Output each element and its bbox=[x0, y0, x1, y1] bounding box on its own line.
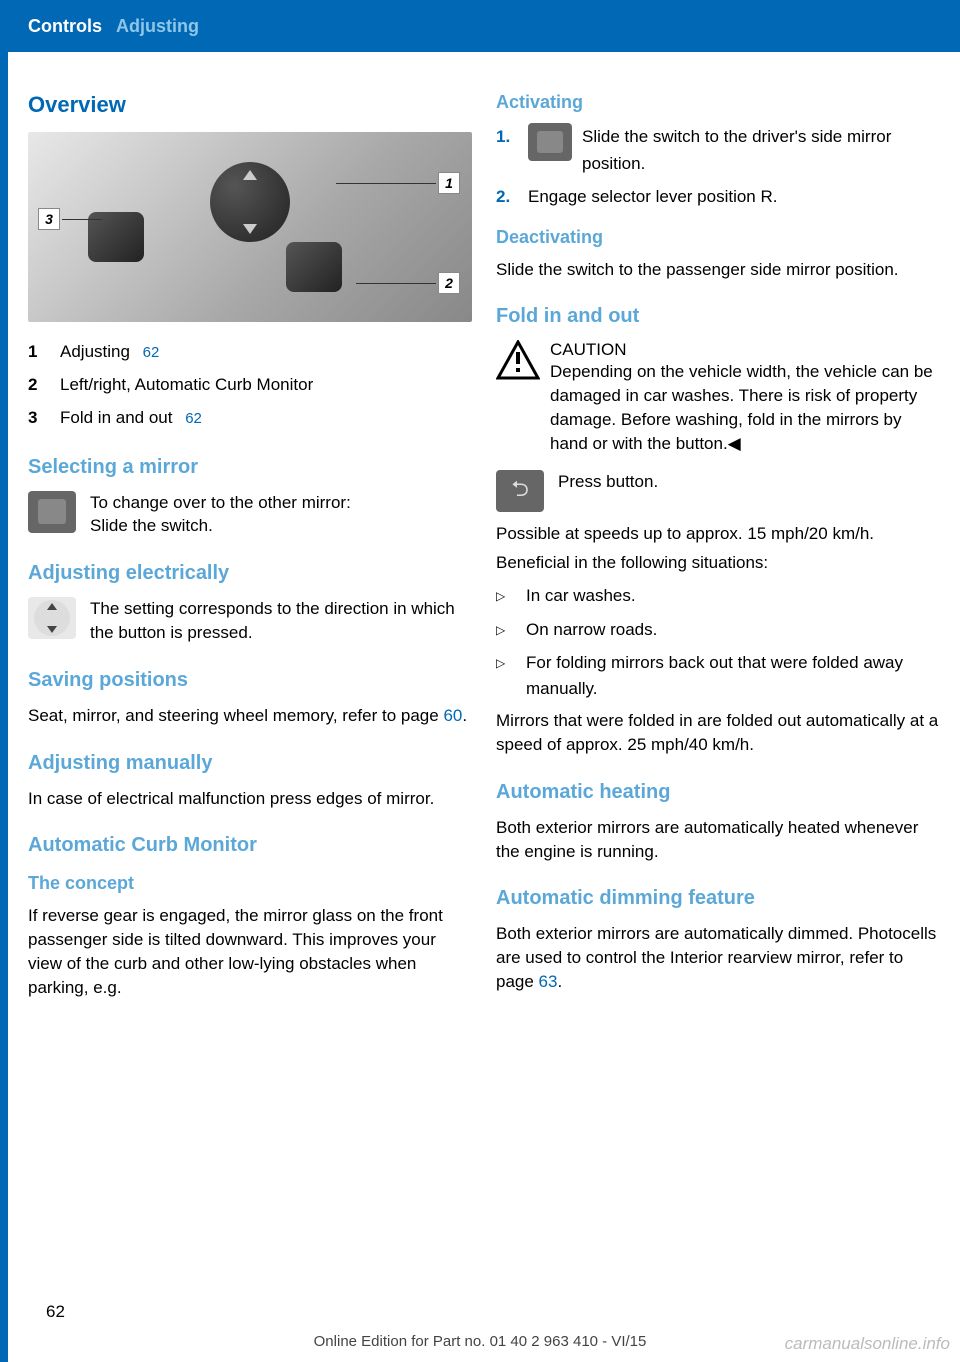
overview-label-3: 3 bbox=[38, 208, 60, 230]
saving-positions-ref[interactable]: 60 bbox=[443, 706, 462, 725]
adjusting-manually-heading: Adjusting manually bbox=[28, 752, 472, 775]
legend-num-2: 2 bbox=[28, 371, 60, 398]
switch-icon bbox=[28, 491, 76, 533]
legend-num-1: 1 bbox=[28, 338, 60, 365]
bullet-item-2: ▷ On narrow roads. bbox=[496, 617, 940, 643]
beneficial-text: Beneficial in the following situations: bbox=[496, 551, 940, 575]
press-button-text: Press button. bbox=[558, 470, 940, 494]
left-blue-stripe bbox=[0, 52, 8, 1362]
footer-text: Online Edition for Part no. 01 40 2 963 … bbox=[314, 1333, 647, 1350]
legend-text-1: Adjusting 62 bbox=[60, 338, 159, 365]
overview-heading: Overview bbox=[28, 92, 472, 118]
watermark: carmanualsonline.info bbox=[785, 1334, 950, 1354]
header-controls-label: Controls bbox=[28, 16, 102, 37]
page-header: Controls Adjusting bbox=[0, 0, 960, 52]
bullet-triangle-icon: ▷ bbox=[496, 617, 526, 643]
saving-positions-heading: Saving positions bbox=[28, 669, 472, 692]
caution-text: Depending on the vehicle width, the ve­h… bbox=[550, 360, 940, 455]
press-button-row: ⮌ Press button. bbox=[496, 470, 940, 512]
fold-out-text: Mirrors that were folded in are folded o… bbox=[496, 709, 940, 757]
caution-block: CAUTION Depending on the vehicle width, … bbox=[496, 340, 940, 455]
overview-label-2: 2 bbox=[438, 272, 460, 294]
concept-heading: The concept bbox=[28, 873, 472, 894]
activating-heading: Activating bbox=[496, 92, 940, 113]
beneficial-list: ▷ In car washes. ▷ On narrow roads. ▷ Fo… bbox=[496, 583, 940, 701]
bullet-triangle-icon: ▷ bbox=[496, 583, 526, 609]
selecting-mirror-text: To change over to the other mirror: Slid… bbox=[90, 491, 472, 539]
step-num-2: 2. bbox=[496, 183, 528, 210]
activating-step-2: 2. Engage selector lever position R. bbox=[496, 183, 940, 210]
caution-label: CAUTION bbox=[550, 340, 940, 360]
legend-ref-1[interactable]: 62 bbox=[143, 344, 160, 361]
selecting-mirror-heading: Selecting a mirror bbox=[28, 456, 472, 479]
bullet-item-3: ▷ For folding mirrors back out that were… bbox=[496, 650, 940, 701]
overview-dpad-control bbox=[210, 162, 290, 242]
saving-positions-text: Seat, mirror, and steering wheel memory,… bbox=[28, 704, 472, 728]
adjusting-electrically-row: The setting corresponds to the direc­tio… bbox=[28, 597, 472, 645]
legend-ref-3[interactable]: 62 bbox=[185, 410, 202, 427]
overview-label-1: 1 bbox=[438, 172, 460, 194]
legend-item-1: 1 Adjusting 62 bbox=[28, 338, 472, 365]
overview-line-1 bbox=[336, 183, 436, 184]
possible-speed-text: Possible at speeds up to approx. 15 mph/… bbox=[496, 522, 940, 546]
overview-line-3 bbox=[62, 219, 102, 220]
left-column: Overview 1 2 3 1 Adjusting 62 2 Left/rig bbox=[28, 92, 472, 1006]
caution-icon bbox=[496, 340, 540, 380]
automatic-heating-heading: Automatic heating bbox=[496, 781, 940, 804]
step-text-2: Engage selector lever position R. bbox=[528, 183, 777, 210]
adjusting-manually-text: In case of electrical malfunction press … bbox=[28, 787, 472, 811]
step-content-1: Slide the switch to the driver's side mi… bbox=[528, 123, 940, 177]
adjusting-electrically-heading: Adjusting electrically bbox=[28, 562, 472, 585]
overview-switch-button bbox=[286, 242, 342, 292]
selecting-mirror-row: To change over to the other mirror: Slid… bbox=[28, 491, 472, 539]
overview-legend: 1 Adjusting 62 2 Left/right, Automatic C… bbox=[28, 338, 472, 432]
legend-item-2: 2 Left/right, Automatic Curb Monitor bbox=[28, 371, 472, 398]
automatic-dimming-ref[interactable]: 63 bbox=[539, 972, 558, 991]
legend-text-3: Fold in and out 62 bbox=[60, 404, 202, 431]
automatic-dimming-text: Both exterior mirrors are automatically … bbox=[496, 922, 940, 993]
bullet-item-1: ▷ In car washes. bbox=[496, 583, 940, 609]
fold-in-out-heading: Fold in and out bbox=[496, 305, 940, 328]
content-area: Overview 1 2 3 1 Adjusting 62 2 Left/rig bbox=[0, 52, 960, 1026]
deactivating-heading: Deactivating bbox=[496, 227, 940, 248]
concept-text: If reverse gear is engaged, the mirror g… bbox=[28, 904, 472, 999]
dpad-icon bbox=[28, 597, 76, 639]
activating-steps: 1. Slide the switch to the driver's side… bbox=[496, 123, 940, 211]
bullet-triangle-icon: ▷ bbox=[496, 650, 526, 701]
deactivating-text: Slide the switch to the passenger side m… bbox=[496, 258, 940, 282]
page-number: 62 bbox=[46, 1302, 65, 1322]
step-1-switch-icon bbox=[528, 123, 572, 161]
step-num-1: 1. bbox=[496, 123, 528, 177]
caution-header: CAUTION Depending on the vehicle width, … bbox=[496, 340, 940, 455]
header-adjusting-label: Adjusting bbox=[116, 16, 199, 37]
overview-diagram: 1 2 3 bbox=[28, 132, 472, 322]
legend-text-2: Left/right, Automatic Curb Monitor bbox=[60, 371, 313, 398]
legend-item-3: 3 Fold in and out 62 bbox=[28, 404, 472, 431]
automatic-dimming-heading: Automatic dimming feature bbox=[496, 887, 940, 910]
overview-line-2 bbox=[356, 283, 436, 284]
legend-num-3: 3 bbox=[28, 404, 60, 431]
fold-button-icon: ⮌ bbox=[496, 470, 544, 512]
automatic-curb-monitor-heading: Automatic Curb Monitor bbox=[28, 834, 472, 857]
activating-step-1: 1. Slide the switch to the driver's side… bbox=[496, 123, 940, 177]
automatic-heating-text: Both exterior mirrors are automatically … bbox=[496, 816, 940, 864]
adjusting-electrically-text: The setting corresponds to the direc­tio… bbox=[90, 597, 472, 645]
right-column: Activating 1. Slide the switch to the dr… bbox=[496, 92, 940, 1006]
